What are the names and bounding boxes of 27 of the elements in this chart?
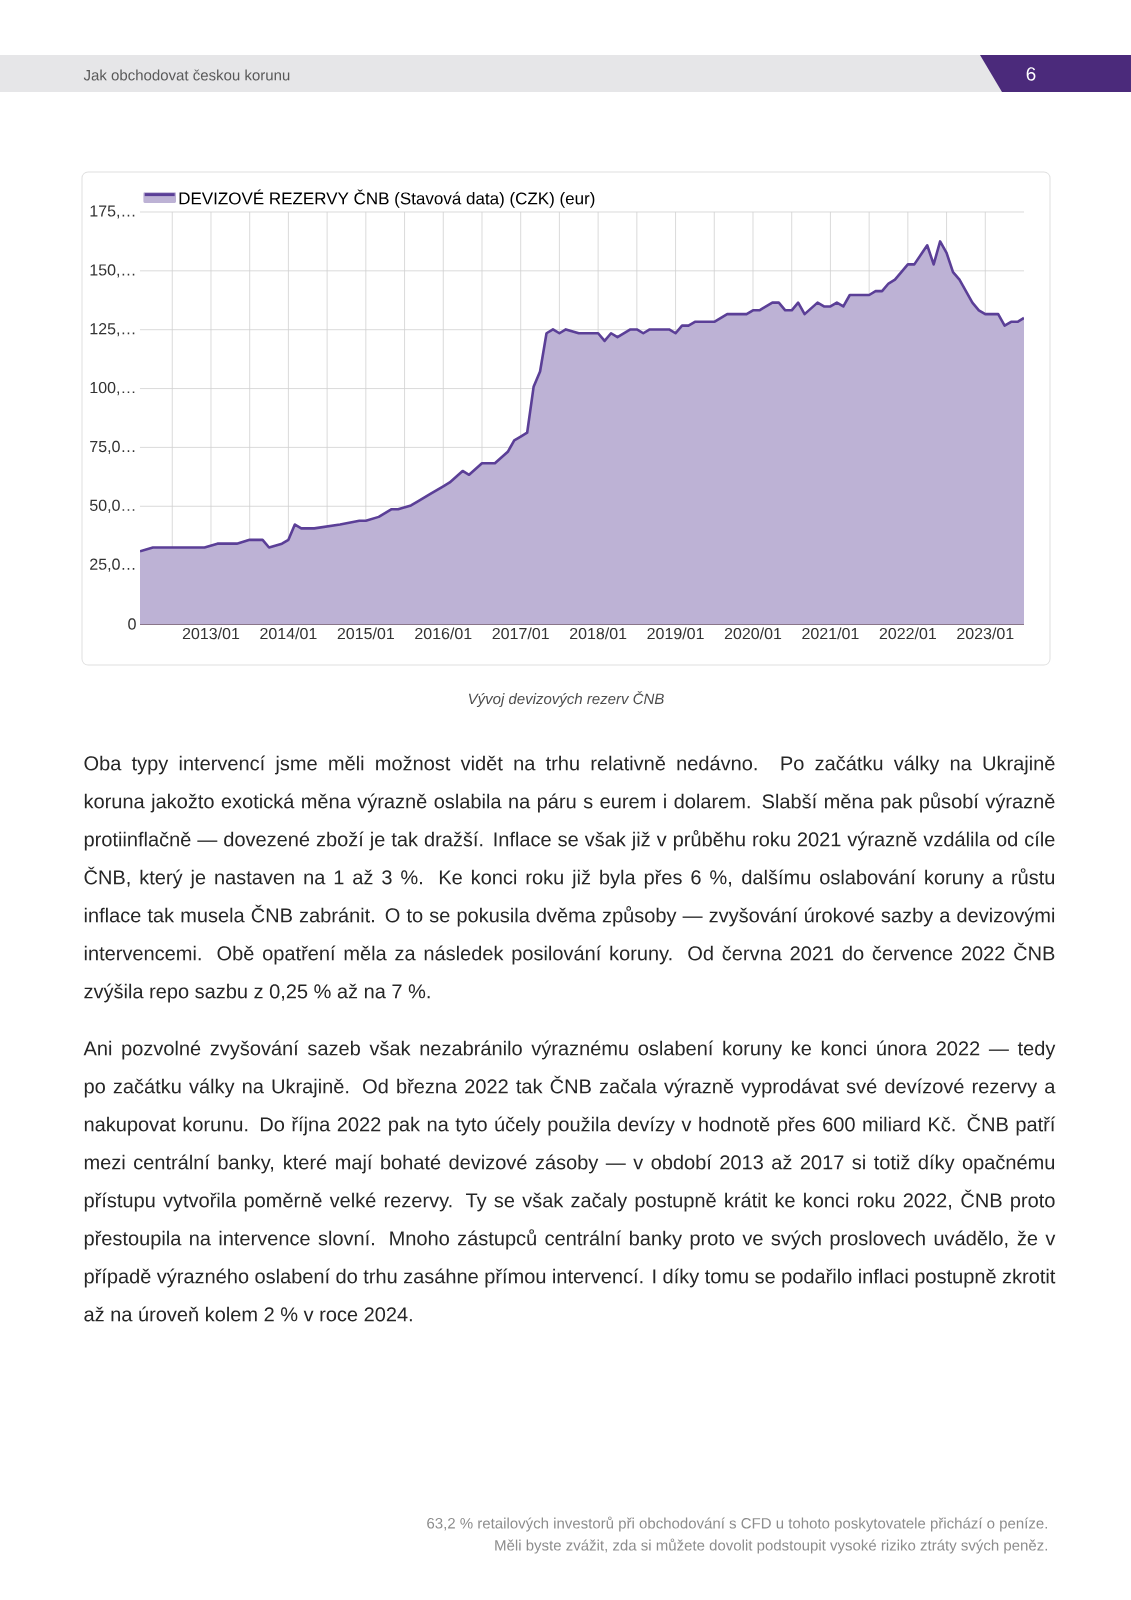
- text: Oba typy intervencí jsme měli možnost vidět na trhu relativně nedávno. Po začátku války na Ukrajině koruna jakožto exotická měna výrazně oslabila na páru s eurem i dolarem. Slabší měna pak působí výrazně protiinflačně — dovezené zboží je tak dražší. Inflace se však již v průběhu roku 2021 výrazně vzdálila od cíle ČNB, který je nastaven na 1 až 3 %. Ke konci roku již byla přes 6 %, dalšímu oslabování koruny a růstu inflace tak musela ČNB zabránit. O to se pokusila dvěma způsoby — zvyšování úrokové sazby a devizovými intervencemi. Obě opatření měla za následek posilování koruny. Od června 2021 do července 2022 ČNB zvýšila repo sazbu z 0,25 % až na 7 %.: [84, 755, 1055, 1003]
- x-tick-label: 2017/01: [492, 627, 549, 640]
- text: 63,2 % retailových investorů při obchodování s CFD u tohoto poskytovatele přichází o peníze.: [427, 1516, 1047, 1532]
- text: Měli byste zvážit, zda si můžete dovolit podstoupit vysoké riziko ztráty svých peněz.: [495, 1538, 1048, 1554]
- x-tick-label: 2020/01: [724, 627, 782, 640]
- x-tick-label: 2016/01: [415, 627, 472, 640]
- x-tick-label: 2018/01: [570, 627, 627, 640]
- x-tick-label: 2021/01: [802, 627, 859, 640]
- x-tick-label: 2013/01: [182, 627, 240, 640]
- text: 75,0…: [90, 440, 135, 455]
- text: 0: [128, 618, 136, 630]
- text: 175,…: [90, 205, 135, 219]
- x-tick-label: 2014/01: [260, 627, 317, 640]
- text: 100,…: [90, 381, 135, 396]
- text: 50,0…: [89, 499, 135, 513]
- text: Jak obchodovat českou korunu: [83, 69, 290, 81]
- legend-label: DEVIZOVÉ REZERVY ČNB (Stavová data) (CZK) (eur): [179, 189, 595, 208]
- x-tick-label: 2023/01: [957, 627, 1014, 640]
- text: 125,…: [90, 323, 135, 337]
- x-tick-label: 2022/01: [879, 627, 936, 640]
- text: Vývoj devizových rezerv ČNB: [468, 690, 664, 708]
- x-tick-label: 2015/01: [337, 627, 394, 640]
- text: Ani pozvolné zvyšování sazeb však nezabránilo výraznému oslabení koruny ke konci února 2022 — tedy po začátku války na Ukrajině. Od března 2022 tak ČNB začala výrazně vyprodávat své devízové rezervy a nakupovat korunu. Do října 2022 pak na tyto účely použila devízy v hodnotě přes 600 miliard Kč. ČNB patří mezi centrální banky, které mají bohaté devizové zásoby — v období 2013 až 2017 si totiž díky opačnému přístupu vytvořila poměrně velké rezervy. Ty se však začaly postupně krátit ke konci roku 2022, ČNB proto přestoupila na intervence slovní. Mnoho zástupců centrální banky proto ve svých proslovech uvádělo, že v případě výrazného oslabení do trhu zasáhne přímou intervencí. I díky tomu se podařilo inflaci postupně zkrotit až na úroveň kolem 2 % v roce 2024.: [83, 1040, 1056, 1322]
- text: 25,0…: [90, 558, 135, 572]
- text: 6: [1026, 67, 1036, 81]
- text: 150,…: [90, 264, 135, 278]
- x-tick-label: 2019/01: [647, 627, 704, 640]
